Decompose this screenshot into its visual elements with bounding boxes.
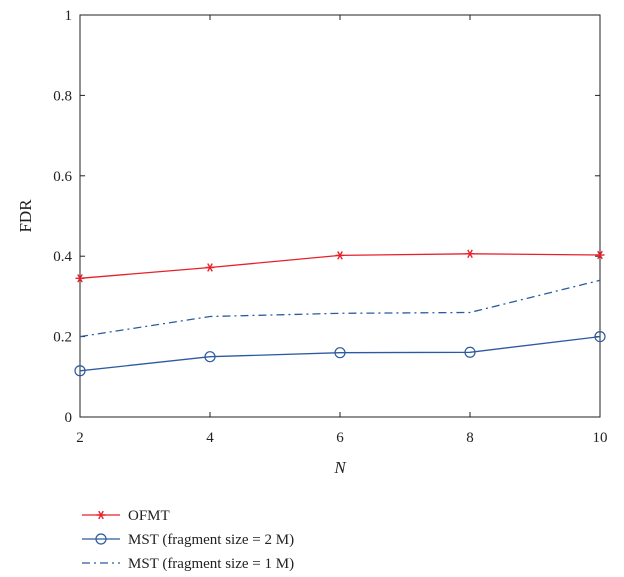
legend-marker-1: [95, 533, 107, 545]
y-axis-label: FDR: [16, 199, 35, 233]
x-tick-label: 8: [466, 430, 474, 446]
x-axis-label: N: [333, 458, 347, 477]
series-1-point-2: [334, 347, 346, 359]
legend-marker-0: [96, 510, 106, 520]
series-0-point-3: [465, 249, 475, 259]
x-tick-label: 4: [206, 430, 214, 446]
series-1-point-1: [204, 351, 216, 363]
legend-label-2: MST (fragment size = 1 M): [128, 556, 294, 572]
y-tick-label: 1: [65, 8, 73, 24]
series-1-point-3: [464, 346, 476, 358]
series-line-1: [79, 335, 601, 372]
series-line-2: [79, 279, 601, 338]
y-tick-label: 0.6: [53, 169, 72, 185]
legend-label-1: MST (fragment size = 2 M): [128, 532, 294, 548]
series-1-point-4: [594, 331, 606, 343]
legend: OFMT MST (fragment size = 2 M) MST (fragme…: [82, 508, 294, 572]
series-0-point-0: [75, 274, 85, 283]
plot-area: [79, 14, 601, 418]
y-tick-label: 0.2: [53, 330, 72, 346]
y-tick-label: 0.4: [53, 249, 72, 265]
series-0-point-1: [205, 263, 215, 272]
y-tick-label: 0: [65, 410, 73, 426]
axis-ticks: 2 4 6 8 10 0 0.2 0.4 0.6 0.8 1: [53, 8, 607, 446]
x-tick-label: 2: [76, 430, 84, 446]
series-1-point-0: [74, 365, 86, 377]
series-0-point-4: [595, 250, 605, 260]
x-tick-label: 10: [593, 430, 608, 446]
y-tick-label: 0.8: [53, 88, 72, 104]
series-layer: [74, 249, 606, 377]
x-tick-label: 6: [336, 430, 344, 446]
series-0-point-2: [335, 251, 345, 260]
legend-label-0: OFMT: [128, 508, 170, 524]
